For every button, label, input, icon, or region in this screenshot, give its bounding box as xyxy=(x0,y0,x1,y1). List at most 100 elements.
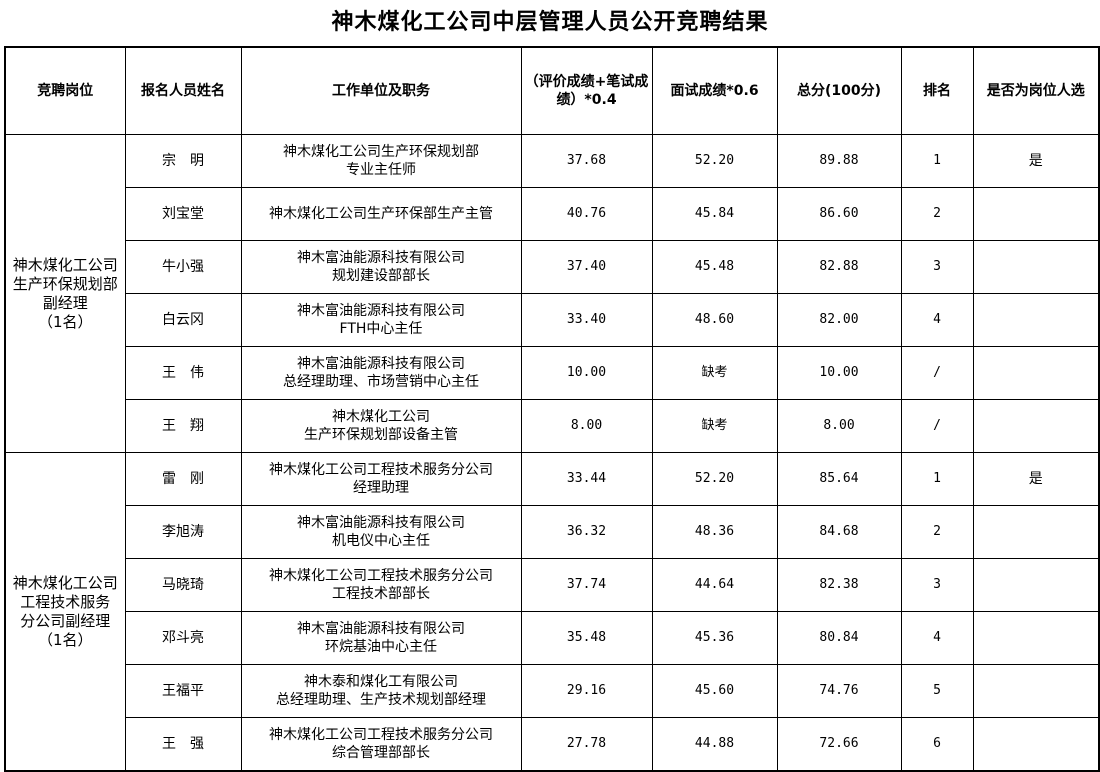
position-line: 神木煤化工公司 xyxy=(12,255,118,274)
position-cell: 神木煤化工公司 工程技术服务 分公司副经理 （1名） xyxy=(4,452,126,772)
score1-cell: 37.68 xyxy=(520,134,653,188)
rank-cell: 1 xyxy=(900,452,974,506)
candidate-name: 王 强 xyxy=(124,717,242,772)
unit-cell: 神木富油能源科技有限公司 机电仪中心主任 xyxy=(240,505,522,559)
unit-cell: 神木煤化工公司 生产环保规划部设备主管 xyxy=(240,399,522,453)
rank-cell: 3 xyxy=(900,558,974,612)
total-cell: 72.66 xyxy=(776,717,902,772)
total-cell: 85.64 xyxy=(776,452,902,506)
candidate-name: 王 翔 xyxy=(124,399,242,453)
unit-cell: 神木煤化工公司工程技术服务分公司 经理助理 xyxy=(240,452,522,506)
total-cell: 8.00 xyxy=(776,399,902,453)
score1-cell: 27.78 xyxy=(520,717,653,772)
candidate-name: 牛小强 xyxy=(124,240,242,294)
score2-cell: 44.64 xyxy=(651,558,778,612)
total-cell: 84.68 xyxy=(776,505,902,559)
page-title: 神木煤化工公司中层管理人员公开竞聘结果 xyxy=(331,10,769,35)
score2-cell: 52.20 xyxy=(651,452,778,506)
position-cell: 神木煤化工公司 生产环保规划部 副经理 （1名） xyxy=(4,134,126,453)
total-cell: 82.00 xyxy=(776,293,902,347)
candidate-name: 邓斗亮 xyxy=(124,611,242,665)
unit-cell: 神木富油能源科技有限公司 总经理助理、市场营销中心主任 xyxy=(240,346,522,400)
header-score1: （评价成绩+笔试成绩）*0.4 xyxy=(520,46,653,135)
rank-cell: 2 xyxy=(900,505,974,559)
unit-line: 神木煤化工公司生产环保部生产主管 xyxy=(269,206,493,222)
position-line: 生产环保规划部 xyxy=(12,274,118,293)
unit-line: 专业主任师 xyxy=(346,162,416,178)
score1-cell: 33.40 xyxy=(520,293,653,347)
selected-cell xyxy=(972,505,1100,559)
score1-cell: 8.00 xyxy=(520,399,653,453)
score1-cell: 40.76 xyxy=(520,187,653,241)
header-position: 竞聘岗位 xyxy=(4,46,126,135)
unit-line: 神木煤化工公司工程技术服务分公司 xyxy=(269,727,493,743)
score2-cell: 44.88 xyxy=(651,717,778,772)
position-line: （1名） xyxy=(37,630,93,649)
unit-line: 神木煤化工公司生产环保规划部 xyxy=(283,144,479,160)
rank-cell: 4 xyxy=(900,611,974,665)
unit-line: 总经理助理、市场营销中心主任 xyxy=(283,374,479,390)
rank-cell: 6 xyxy=(900,717,974,772)
score1-cell: 33.44 xyxy=(520,452,653,506)
table-row: 李旭涛 神木富油能源科技有限公司 机电仪中心主任 36.32 48.36 84.68 2 xyxy=(5,505,1100,559)
score1-cell: 10.00 xyxy=(520,346,653,400)
rank-cell: 4 xyxy=(900,293,974,347)
selected-cell xyxy=(972,611,1100,665)
position-line: 工程技术服务 xyxy=(20,592,111,611)
total-cell: 80.84 xyxy=(776,611,902,665)
unit-line: 综合管理部部长 xyxy=(332,745,430,761)
score2-cell: 45.48 xyxy=(651,240,778,294)
score2-cell: 45.84 xyxy=(651,187,778,241)
rank-cell: 5 xyxy=(900,664,974,718)
unit-line: 规划建设部部长 xyxy=(332,268,430,284)
candidate-name: 马晓琦 xyxy=(124,558,242,612)
table-row: 牛小强 神木富油能源科技有限公司 规划建设部部长 37.40 45.48 82.88 3 xyxy=(5,240,1100,294)
selected-cell xyxy=(972,293,1100,347)
total-cell: 10.00 xyxy=(776,346,902,400)
table-row: 王福平 神木泰和煤化工有限公司 总经理助理、生产技术规划部经理 29.16 45.60 7… xyxy=(5,664,1100,718)
unit-line: 工程技术部部长 xyxy=(332,586,430,602)
unit-line: 神木富油能源科技有限公司 xyxy=(297,621,465,637)
table-row: 神木煤化工公司 生产环保规划部 副经理 （1名）宗 明神木煤化工公司生产环保规划部 专业… xyxy=(4,134,1100,453)
unit-line: 生产环保规划部设备主管 xyxy=(304,427,458,443)
rank-cell: / xyxy=(900,399,974,453)
score2-cell: 48.60 xyxy=(651,293,778,347)
header-unit: 工作单位及职务 xyxy=(240,46,522,135)
selected-cell xyxy=(972,664,1100,718)
position-line: 副经理 xyxy=(42,293,88,312)
candidate-name: 王 伟 xyxy=(124,346,242,400)
score1-cell: 37.74 xyxy=(520,558,653,612)
unit-line: 经理助理 xyxy=(353,480,409,496)
score2-cell: 缺考 xyxy=(651,399,778,453)
selected-cell xyxy=(972,346,1100,400)
selected-cell xyxy=(972,558,1100,612)
unit-cell: 神木富油能源科技有限公司 规划建设部部长 xyxy=(240,240,522,294)
score2-cell: 48.36 xyxy=(651,505,778,559)
header-total: 总分(100分) xyxy=(776,46,902,135)
unit-line: 机电仪中心主任 xyxy=(332,533,430,549)
unit-line: 总经理助理、生产技术规划部经理 xyxy=(276,692,486,708)
candidate-name: 白云冈 xyxy=(124,293,242,347)
candidate-name: 宗 明 xyxy=(124,134,242,188)
table-row: 白云冈 神木富油能源科技有限公司 FTH中心主任 33.40 48.60 82.00 4 xyxy=(5,293,1100,347)
selected-cell xyxy=(972,240,1100,294)
candidate-name: 王福平 xyxy=(124,664,242,718)
position-line: 神木煤化工公司 xyxy=(12,573,118,592)
table-row: 王 翔神木煤化工公司 生产环保规划部设备主管 8.00 缺考 8.00/ xyxy=(5,399,1100,453)
candidate-name: 刘宝堂 xyxy=(124,187,242,241)
unit-cell: 神木煤化工公司工程技术服务分公司 综合管理部部长 xyxy=(240,717,522,772)
score2-cell: 45.60 xyxy=(651,664,778,718)
unit-cell: 神木富油能源科技有限公司 环烷基油中心主任 xyxy=(240,611,522,665)
unit-line: 神木煤化工公司工程技术服务分公司 xyxy=(269,462,493,478)
selected-cell: 是 xyxy=(972,452,1100,506)
total-cell: 82.38 xyxy=(776,558,902,612)
candidate-name: 雷 刚 xyxy=(124,452,242,506)
unit-line: 神木富油能源科技有限公司 xyxy=(297,356,465,372)
unit-line: 神木富油能源科技有限公司 xyxy=(297,250,465,266)
total-cell: 86.60 xyxy=(776,187,902,241)
score2-cell: 缺考 xyxy=(651,346,778,400)
unit-line: 环烷基油中心主任 xyxy=(325,639,437,655)
header-selected: 是否为岗位人选 xyxy=(972,46,1100,135)
header-rank: 排名 xyxy=(900,46,974,135)
score1-cell: 37.40 xyxy=(520,240,653,294)
